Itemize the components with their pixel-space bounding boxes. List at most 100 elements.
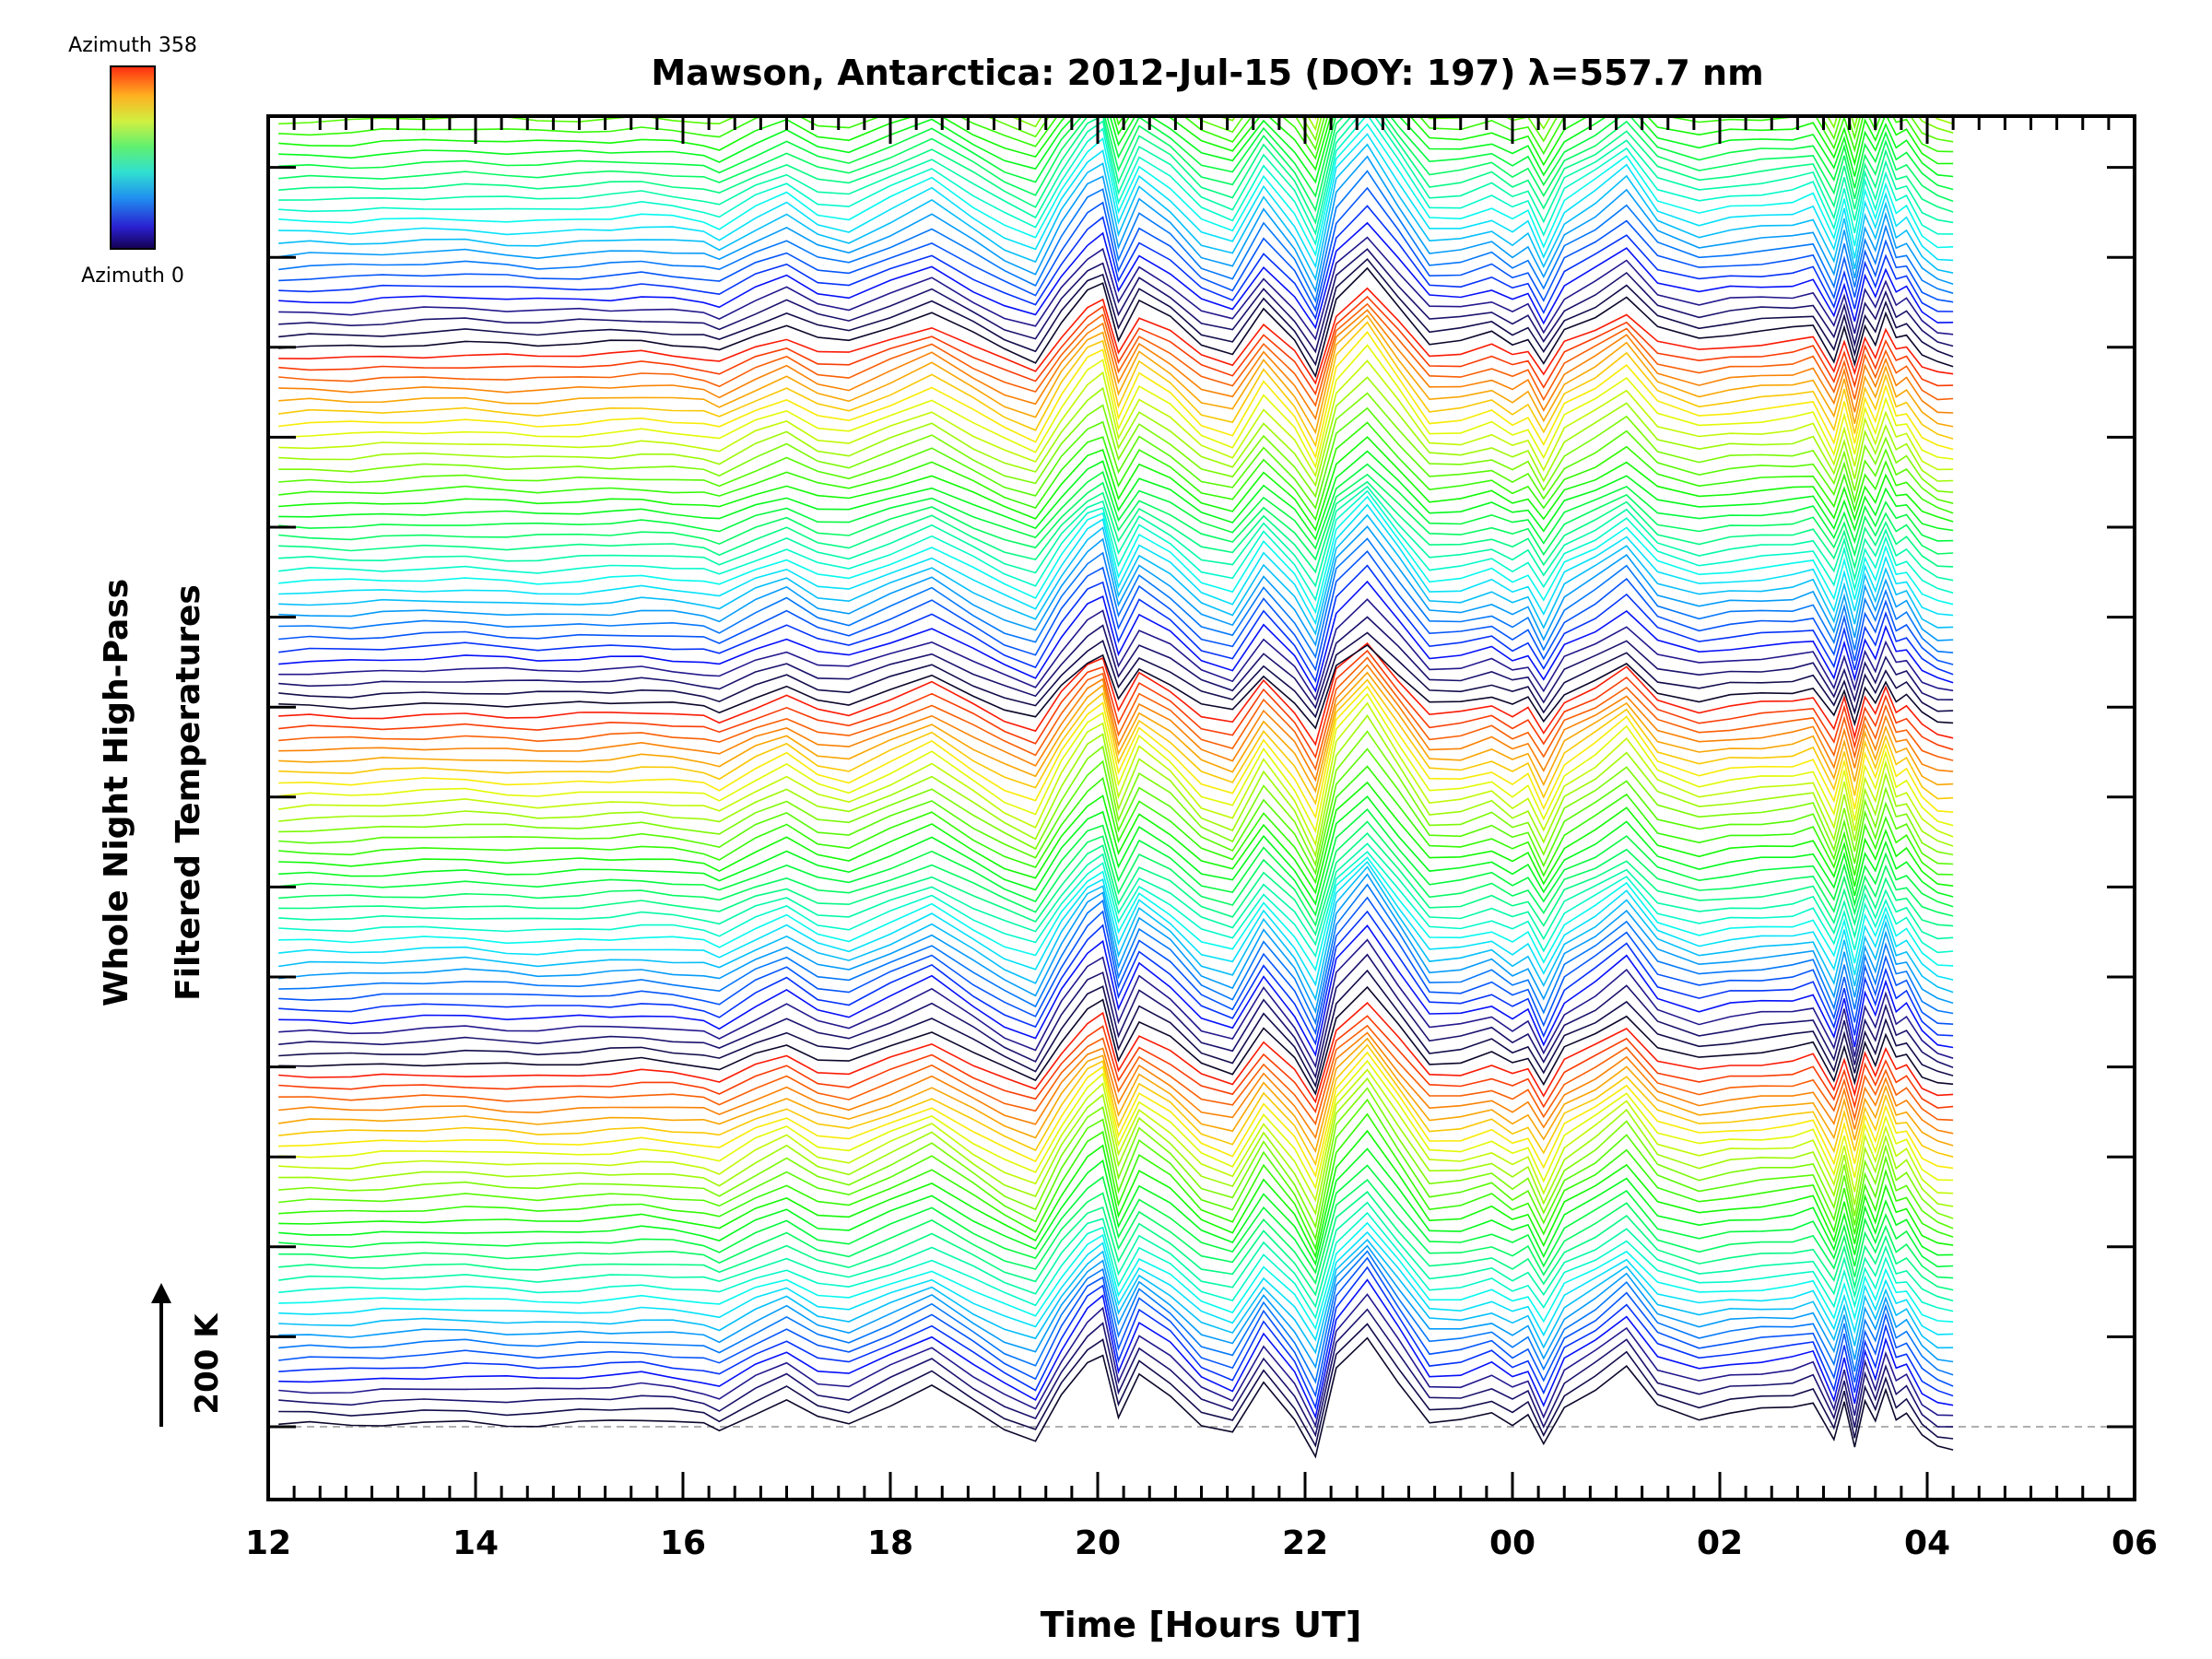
azimuth-trace [278, 116, 1954, 171]
azimuth-trace [278, 851, 1954, 959]
azimuth-trace [278, 485, 1954, 588]
chart-title: Mawson, Antarctica: 2012-Jul-15 (DOY: 19… [651, 53, 1763, 93]
azimuth-trace [278, 406, 1954, 511]
azimuth-trace [278, 580, 1954, 693]
azimuth-trace [278, 953, 1954, 1079]
azimuth-trace [278, 747, 1954, 876]
azimuth-trace [278, 832, 1954, 936]
azimuth-trace [278, 1059, 1954, 1190]
azimuth-trace [278, 1293, 1954, 1429]
azimuth-trace [278, 321, 1954, 448]
azimuth-trace [278, 730, 1954, 867]
azimuth-trace [278, 116, 1954, 198]
azimuth-trace [278, 1323, 1954, 1448]
azimuth-trace [278, 820, 1954, 927]
azimuth-trace [278, 537, 1954, 659]
azimuth-trace [278, 143, 1954, 282]
azimuth-trace [278, 331, 1954, 460]
azimuth-trace [278, 1256, 1954, 1398]
x-tick-label: 22 [1282, 1524, 1328, 1562]
azimuth-trace [278, 910, 1954, 1046]
colorbar-max-label: Azimuth 358 [68, 34, 197, 57]
azimuth-trace [278, 1265, 1954, 1410]
azimuth-trace [278, 1239, 1954, 1355]
azimuth-trace [278, 808, 1954, 917]
azimuth-trace [278, 883, 1954, 1026]
azimuth-trace [278, 564, 1954, 684]
azimuth-trace [278, 116, 1954, 225]
x-tick-label: 06 [2112, 1524, 2158, 1562]
x-tick-label: 04 [1904, 1524, 1950, 1562]
azimuth-trace [278, 865, 1954, 1002]
azimuth-trace [278, 938, 1954, 1069]
x-tick-label: 02 [1697, 1524, 1743, 1562]
azimuth-trace [278, 463, 1954, 550]
azimuth-trace [278, 116, 1954, 160]
azimuth-trace [278, 1087, 1954, 1230]
azimuth-trace [278, 842, 1954, 947]
azimuth-trace [278, 664, 1954, 782]
x-tick-label: 00 [1489, 1524, 1535, 1562]
azimuth-trace [278, 287, 1954, 385]
x-tick-label: 20 [1075, 1524, 1121, 1562]
azimuth-trace [278, 678, 1954, 806]
azimuth-trace [278, 1112, 1954, 1251]
azimuth-trace [278, 1031, 1954, 1140]
azimuth-trace [278, 450, 1954, 541]
azimuth-trace [278, 985, 1954, 1096]
azimuth-trace [278, 116, 1954, 184]
azimuth-trace [278, 641, 1954, 747]
colorbar [110, 65, 156, 250]
azimuth-trace [278, 1037, 1954, 1154]
azimuth-trace [278, 616, 1954, 710]
azimuth-trace [278, 503, 1954, 626]
azimuth-trace [278, 495, 1954, 615]
azimuth-trace [278, 1051, 1954, 1179]
azimuth-trace [278, 116, 1954, 213]
trace-group [278, 0, 1954, 1459]
azimuth-trace [278, 1043, 1954, 1167]
azimuth-trace [278, 205, 1954, 321]
azimuth-trace [278, 314, 1954, 435]
azimuth-trace [278, 421, 1954, 522]
azimuth-trace [278, 671, 1954, 794]
azimuth-trace [278, 795, 1954, 906]
azimuth-trace [278, 116, 1954, 236]
azimuth-trace [278, 170, 1954, 303]
azimuth-trace [278, 359, 1954, 478]
azimuth-trace [278, 969, 1954, 1088]
azimuth-trace [278, 1201, 1954, 1309]
azimuth-trace [278, 1250, 1954, 1384]
azimuth-trace [278, 266, 1954, 379]
azimuth-trace [278, 1077, 1954, 1216]
y-axis-label-line2: Filtered Temperatures [170, 584, 207, 1001]
azimuth-trace [278, 295, 1954, 396]
axis-ticks [266, 116, 2136, 1500]
scale-indicator: 200 K [151, 1283, 226, 1427]
azimuth-trace [278, 221, 1954, 330]
azimuth-trace [278, 436, 1954, 532]
azimuth-trace [278, 0, 1953, 43]
azimuth-trace [278, 1001, 1954, 1104]
azimuth-trace [278, 1308, 1954, 1438]
azimuth-trace [278, 701, 1954, 847]
azimuth-trace [278, 473, 1954, 561]
azimuth-trace [278, 309, 1954, 421]
azimuth-trace [278, 1178, 1954, 1286]
azimuth-trace [278, 549, 1954, 672]
x-tick-label: 16 [660, 1524, 706, 1562]
x-tick-label: 14 [453, 1524, 499, 1562]
azimuth-trace [278, 643, 1954, 730]
azimuth-trace [278, 1278, 1954, 1419]
azimuth-trace [278, 257, 1954, 367]
azimuth-trace [278, 1024, 1954, 1126]
y-axis-label-line1: Whole Night High-Pass [98, 579, 135, 1006]
azimuth-trace [278, 376, 1954, 488]
azimuth-trace [278, 1015, 1954, 1114]
azimuth-trace [278, 236, 1954, 341]
azimuth-trace [278, 924, 1954, 1057]
azimuth-trace [278, 781, 1954, 895]
azimuth-trace [278, 392, 1954, 499]
azimuth-trace [278, 598, 1954, 701]
